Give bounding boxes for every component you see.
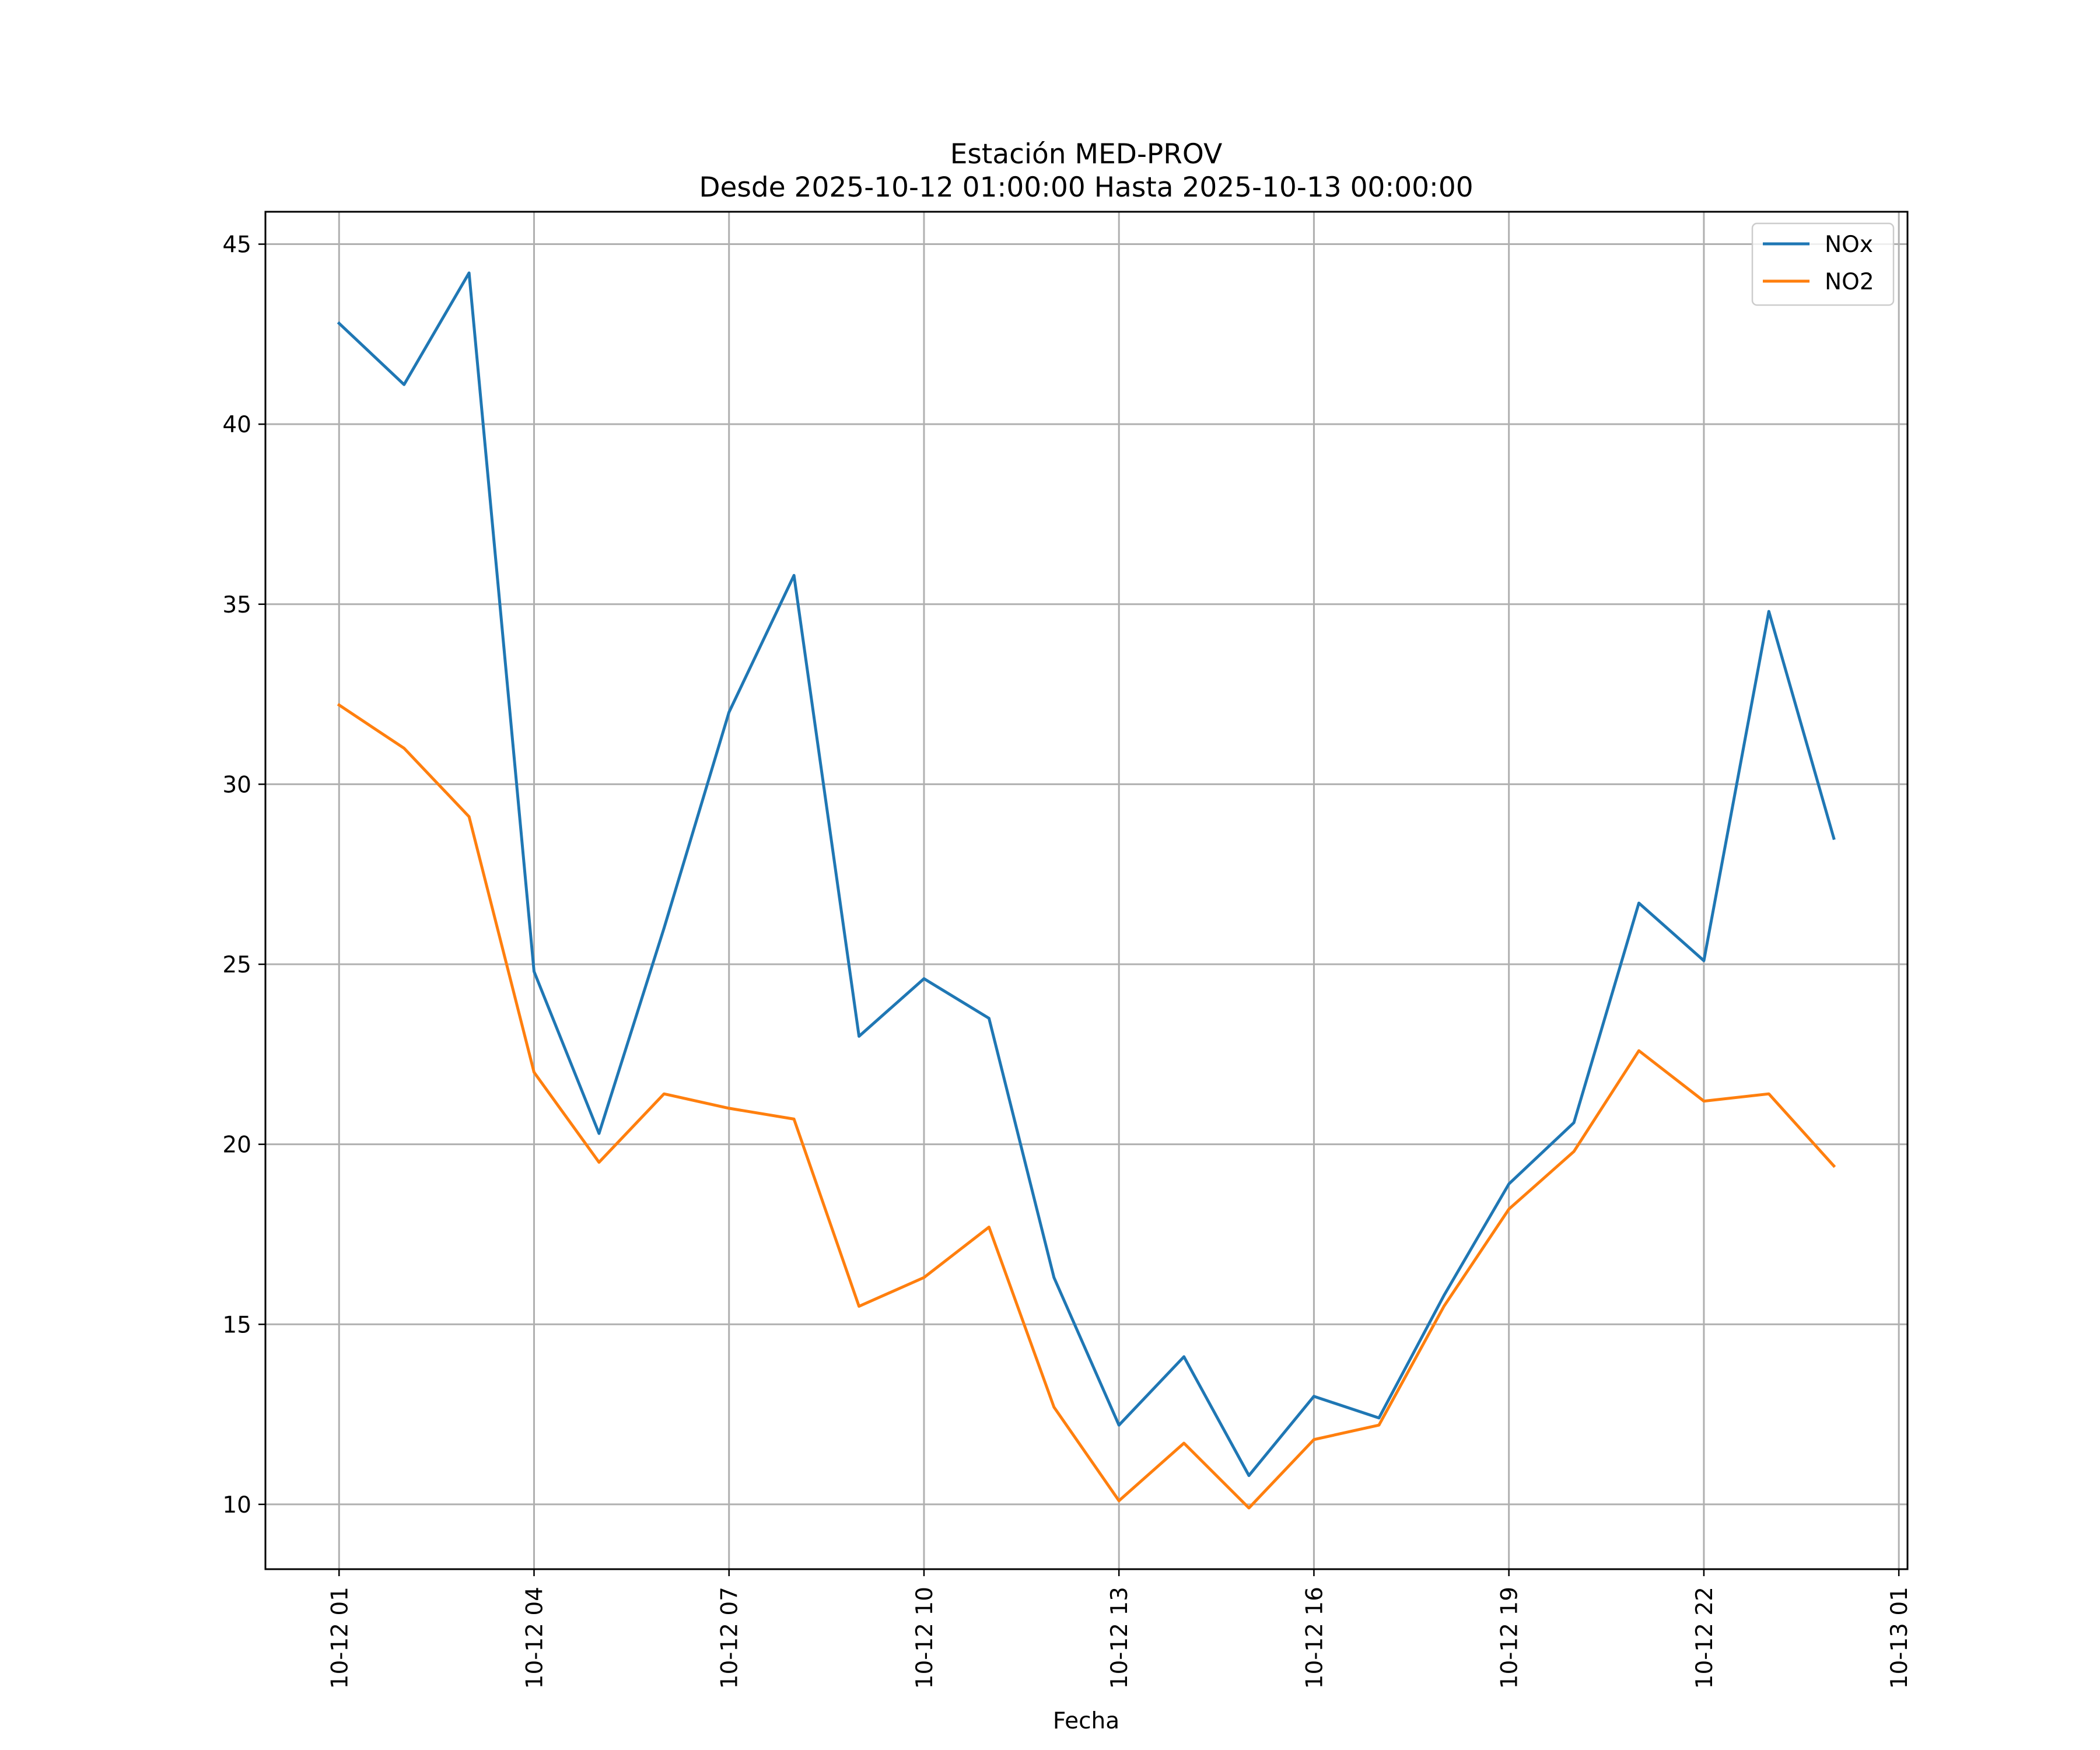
data-point-no2: [597, 1160, 601, 1165]
y-tick-label: 35: [222, 592, 251, 618]
data-point-nox: [1832, 836, 1836, 841]
data-point-nox: [402, 382, 407, 387]
chart-subtitle: Desde 2025-10-12 01:00:00 Hasta 2025-10-…: [699, 172, 1473, 204]
x-tick-label: 10-12 22: [1692, 1587, 1718, 1689]
data-point-no2: [1441, 1304, 1446, 1308]
legend-label-nox: NOx: [1825, 232, 1873, 258]
data-point-no2: [402, 746, 407, 751]
data-point-nox: [337, 321, 341, 326]
data-point-nox: [1116, 1423, 1121, 1427]
data-point-nox: [532, 969, 537, 974]
data-point-nox: [1052, 1275, 1056, 1280]
data-point-nox: [1311, 1394, 1316, 1399]
y-tick-label: 10: [222, 1492, 251, 1518]
data-point-no2: [1247, 1506, 1251, 1510]
x-tick-label: 10-12 01: [327, 1587, 353, 1689]
data-point-nox: [727, 710, 732, 715]
y-tick-label: 30: [222, 772, 251, 798]
data-point-no2: [1832, 1164, 1836, 1168]
data-point-no2: [1182, 1441, 1186, 1446]
data-point-no2: [1572, 1149, 1576, 1154]
data-point-no2: [922, 1275, 926, 1280]
data-point-nox: [597, 1131, 601, 1136]
x-tick-label: 10-12 19: [1497, 1587, 1523, 1689]
data-point-nox: [662, 926, 666, 930]
x-axis-label: Fecha: [1053, 1708, 1119, 1734]
y-tick-label: 25: [222, 952, 251, 978]
data-point-no2: [1116, 1499, 1121, 1503]
data-point-nox: [922, 977, 926, 981]
data-point-no2: [1377, 1423, 1381, 1427]
x-tick-label: 10-13 01: [1887, 1587, 1913, 1689]
legend: NOx NO2: [1751, 222, 1895, 306]
x-tick-label: 10-12 07: [717, 1587, 743, 1689]
data-point-no2: [1702, 1099, 1706, 1104]
series-line-nox: [337, 271, 1836, 1477]
data-point-no2: [1052, 1405, 1056, 1409]
x-tick-label: 10-12 04: [522, 1587, 548, 1689]
data-point-no2: [1507, 1207, 1511, 1212]
data-point-no2: [1637, 1048, 1642, 1053]
legend-label-no2: NO2: [1825, 269, 1874, 295]
data-point-nox: [1702, 958, 1706, 963]
series-line-no2: [337, 703, 1836, 1510]
data-point-nox: [792, 573, 796, 578]
data-point-no2: [986, 1225, 991, 1230]
data-point-no2: [467, 814, 471, 819]
data-point-no2: [1766, 1091, 1771, 1096]
data-point-no2: [1311, 1437, 1316, 1442]
y-tick-label: 40: [222, 412, 251, 438]
x-tick-label: 10-12 10: [912, 1587, 938, 1689]
data-point-no2: [337, 703, 341, 708]
data-point-no2: [857, 1304, 862, 1308]
data-point-no2: [532, 1070, 537, 1074]
data-point-nox: [1182, 1354, 1186, 1359]
data-point-nox: [1441, 1293, 1446, 1298]
data-point-nox: [467, 271, 471, 275]
data-point-nox: [1766, 609, 1771, 614]
data-point-nox: [1507, 1182, 1511, 1186]
data-point-nox: [1247, 1474, 1251, 1478]
y-tick-label: 20: [222, 1132, 251, 1158]
x-tick-label: 10-12 13: [1107, 1587, 1133, 1689]
y-tick-label: 45: [222, 232, 251, 258]
data-point-nox: [1637, 901, 1642, 905]
data-point-no2: [662, 1091, 666, 1096]
chart-title: Estación MED-PROV: [950, 138, 1223, 170]
data-point-nox: [857, 1034, 862, 1039]
x-tick-label: 10-12 16: [1301, 1587, 1328, 1689]
data-point-no2: [792, 1116, 796, 1121]
y-tick-label: 15: [222, 1312, 251, 1338]
data-point-nox: [1572, 1121, 1576, 1125]
plot-frame: [264, 211, 1909, 1570]
data-point-no2: [727, 1106, 732, 1111]
data-point-nox: [986, 1016, 991, 1021]
